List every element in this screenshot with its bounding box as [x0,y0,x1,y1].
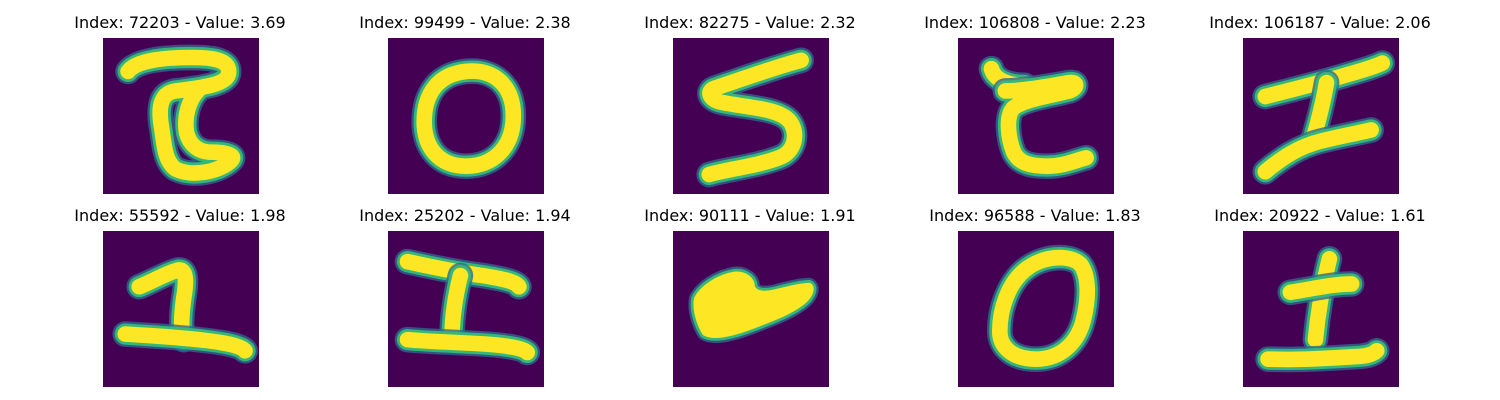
panel-title: Index: 55592 - Value: 1.98 [74,206,286,225]
panel-title: Index: 99499 - Value: 2.38 [359,13,571,32]
glyph-strokes [115,44,246,186]
glyph-image-svg [958,38,1114,194]
glyph-image-svg [103,231,259,387]
panel-title: Index: 90111 - Value: 1.91 [644,206,856,225]
glyph-image [388,38,544,194]
glyph-image-svg [103,38,259,194]
glyph-image [103,38,259,194]
glyph-strokes [688,266,819,344]
panel-title: Index: 72203 - Value: 3.69 [74,13,286,32]
glyph-image [1243,231,1399,387]
panel-title: Index: 20922 - Value: 1.61 [1214,206,1426,225]
glyph-image-svg [958,231,1114,387]
panel-title: Index: 82275 - Value: 2.32 [644,13,856,32]
glyph-image [103,231,259,387]
glyph-image [673,231,829,387]
glyph-image [1243,38,1399,194]
glyph-image-svg [1243,231,1399,387]
glyph-image [388,231,544,387]
glyph-image-svg [673,231,829,387]
glyph-image [958,231,1114,387]
glyph-strokes [1252,50,1396,185]
glyph-strokes [394,248,541,366]
glyph-strokes [978,55,1099,179]
glyph-strokes [1255,246,1390,373]
glyph-image-svg [673,38,829,194]
glyph-image-svg [388,38,544,194]
panel-title: Index: 106187 - Value: 2.06 [1209,13,1431,32]
glyph-strokes [696,47,814,188]
glyph-image [958,38,1114,194]
glyph-image-svg [388,231,544,387]
panel-title: Index: 96588 - Value: 1.83 [929,206,1141,225]
glyph-strokes [411,58,527,179]
glyph-strokes [112,257,258,364]
glyph-image [673,38,829,194]
panel-title: Index: 25202 - Value: 1.94 [359,206,571,225]
panel-title: Index: 106808 - Value: 2.23 [924,13,1146,32]
glyph-image-svg [1243,38,1399,194]
glyph-strokes [986,244,1101,372]
